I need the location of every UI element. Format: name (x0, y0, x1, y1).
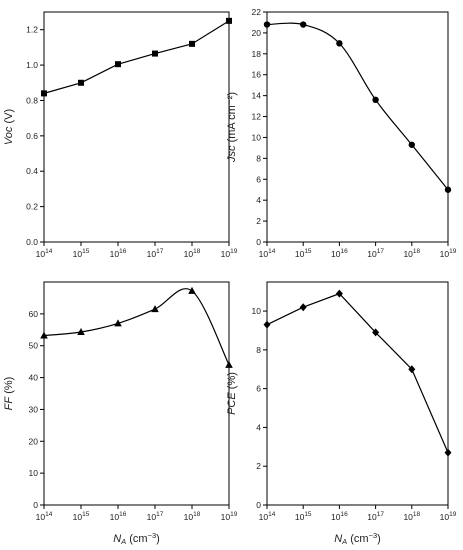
y-axis-label: FF (%) (3, 377, 15, 411)
data-point-4 (188, 286, 196, 294)
data-point-3 (152, 50, 158, 57)
chart-panel-ff: 1014 1015 1016 1017 1018 1019 0 10 20 30 40 50 60 FF … (3, 281, 238, 546)
y-tick-label: 12 (252, 112, 262, 122)
y-tick-label: 10 (252, 132, 262, 142)
data-point-5 (444, 448, 452, 457)
y-tick-label: 6 (256, 384, 261, 394)
plot-frame (43, 11, 230, 243)
y-tick-label: 0.6 (26, 131, 38, 141)
plot-frame (43, 281, 230, 506)
y-tick-label: 8 (256, 345, 261, 355)
x-tick-label: 1015 (73, 248, 90, 259)
data-point-3 (151, 305, 159, 313)
x-tick-label: 1018 (403, 248, 420, 259)
x-tick-label: 1017 (367, 248, 384, 259)
plot-frame (266, 11, 449, 243)
data-point-1 (299, 303, 307, 312)
series-line (43, 20, 230, 94)
data-point-5 (444, 186, 452, 193)
data-point-4 (189, 40, 195, 47)
data-point-1 (78, 79, 84, 86)
y-tick-label: 0.0 (26, 237, 38, 247)
y-tick-label: 4 (256, 422, 261, 432)
data-point-1 (77, 328, 85, 336)
x-tick-label: 1018 (184, 248, 201, 259)
x-tick-label: 1015 (295, 511, 312, 522)
x-tick-label: 1017 (147, 248, 164, 259)
data-point-0 (263, 21, 271, 28)
plot-frame (266, 281, 449, 506)
y-axis-label: Voc (V) (3, 109, 15, 145)
data-point-2 (114, 319, 122, 327)
y-tick-label: 10 (252, 306, 262, 316)
x-tick-label: 1015 (295, 248, 312, 259)
y-tick-label: 22 (252, 7, 262, 17)
chart-panel-voc: 1014 1015 1016 1017 1018 1019 0.0 0.2 0.4 0.6 0.8 1… (3, 11, 238, 259)
y-tick-label: 18 (252, 49, 262, 59)
x-tick-label: 1015 (73, 511, 90, 522)
y-axis-label: PCE (%) (226, 372, 238, 415)
x-tick-label: 1018 (403, 511, 420, 522)
y-tick-label: 20 (29, 436, 39, 446)
x-tick-label: 1014 (259, 511, 276, 522)
y-tick-label: 16 (252, 70, 262, 80)
data-point-3 (372, 96, 379, 104)
y-tick-label: 0.4 (26, 166, 38, 176)
y-tick-label: 0.2 (26, 202, 38, 212)
x-tick-label: 1014 (259, 248, 276, 259)
x-tick-label: 1019 (440, 511, 457, 522)
x-axis-label: NA (cm−3) (334, 531, 381, 546)
y-tick-label: 0 (256, 237, 261, 247)
y-tick-label: 2 (256, 461, 261, 471)
x-tick-label: 1016 (110, 511, 127, 522)
chart-panel-jsc: 1014 1015 1016 1017 1018 1019 0 2 4 6 8 10 12 14 16 18 2… (226, 7, 457, 259)
y-tick-label: 0.8 (26, 95, 38, 105)
y-tick-label: 8 (256, 153, 261, 163)
data-point-0 (40, 331, 48, 339)
y-tick-label: 2 (256, 216, 261, 226)
y-tick-label: 30 (29, 404, 39, 414)
data-point-5 (225, 360, 233, 368)
x-tick-label: 1016 (331, 511, 348, 522)
series-line (43, 288, 230, 366)
y-tick-label: 60 (29, 309, 39, 319)
x-tick-label: 1019 (440, 248, 457, 259)
data-point-0 (41, 90, 47, 97)
x-tick-label: 1016 (331, 248, 348, 259)
series-line (266, 22, 449, 191)
x-tick-label: 1016 (110, 248, 127, 259)
data-point-4 (408, 141, 415, 148)
x-tick-label: 1017 (367, 511, 384, 522)
y-tick-label: 1.0 (26, 60, 38, 70)
data-point-4 (408, 365, 416, 374)
data-point-0 (263, 320, 271, 329)
x-tick-label: 1019 (221, 511, 238, 522)
x-tick-label: 1014 (36, 248, 53, 259)
y-tick-label: 10 (29, 468, 39, 478)
data-point-1 (300, 21, 307, 28)
y-tick-label: 0 (256, 500, 261, 510)
x-tick-label: 1017 (147, 511, 164, 522)
y-tick-label: 50 (29, 341, 39, 351)
data-point-5 (226, 17, 232, 24)
x-tick-label: 1019 (221, 248, 238, 259)
x-axis-label: NA (cm−3) (113, 531, 160, 546)
y-tick-label: 14 (252, 91, 262, 101)
y-tick-label: 4 (256, 195, 261, 205)
y-tick-label: 6 (256, 174, 261, 184)
y-axis-label: Jsc (mA cm⁻²) (226, 92, 238, 163)
y-tick-label: 0 (33, 500, 38, 510)
data-point-2 (115, 61, 121, 68)
x-tick-label: 1014 (36, 511, 53, 522)
series-line (266, 292, 449, 453)
data-point-2 (335, 289, 343, 298)
y-tick-label: 1.2 (26, 25, 38, 35)
chart-panel-pce: 1014 1015 1016 1017 1018 1019 0 2 4 6 8 10 PCE (%) NA… (226, 281, 457, 546)
data-point-3 (372, 328, 380, 337)
y-tick-label: 20 (252, 28, 262, 38)
y-tick-label: 40 (29, 373, 39, 383)
data-point-2 (336, 40, 343, 47)
x-tick-label: 1018 (184, 511, 201, 522)
